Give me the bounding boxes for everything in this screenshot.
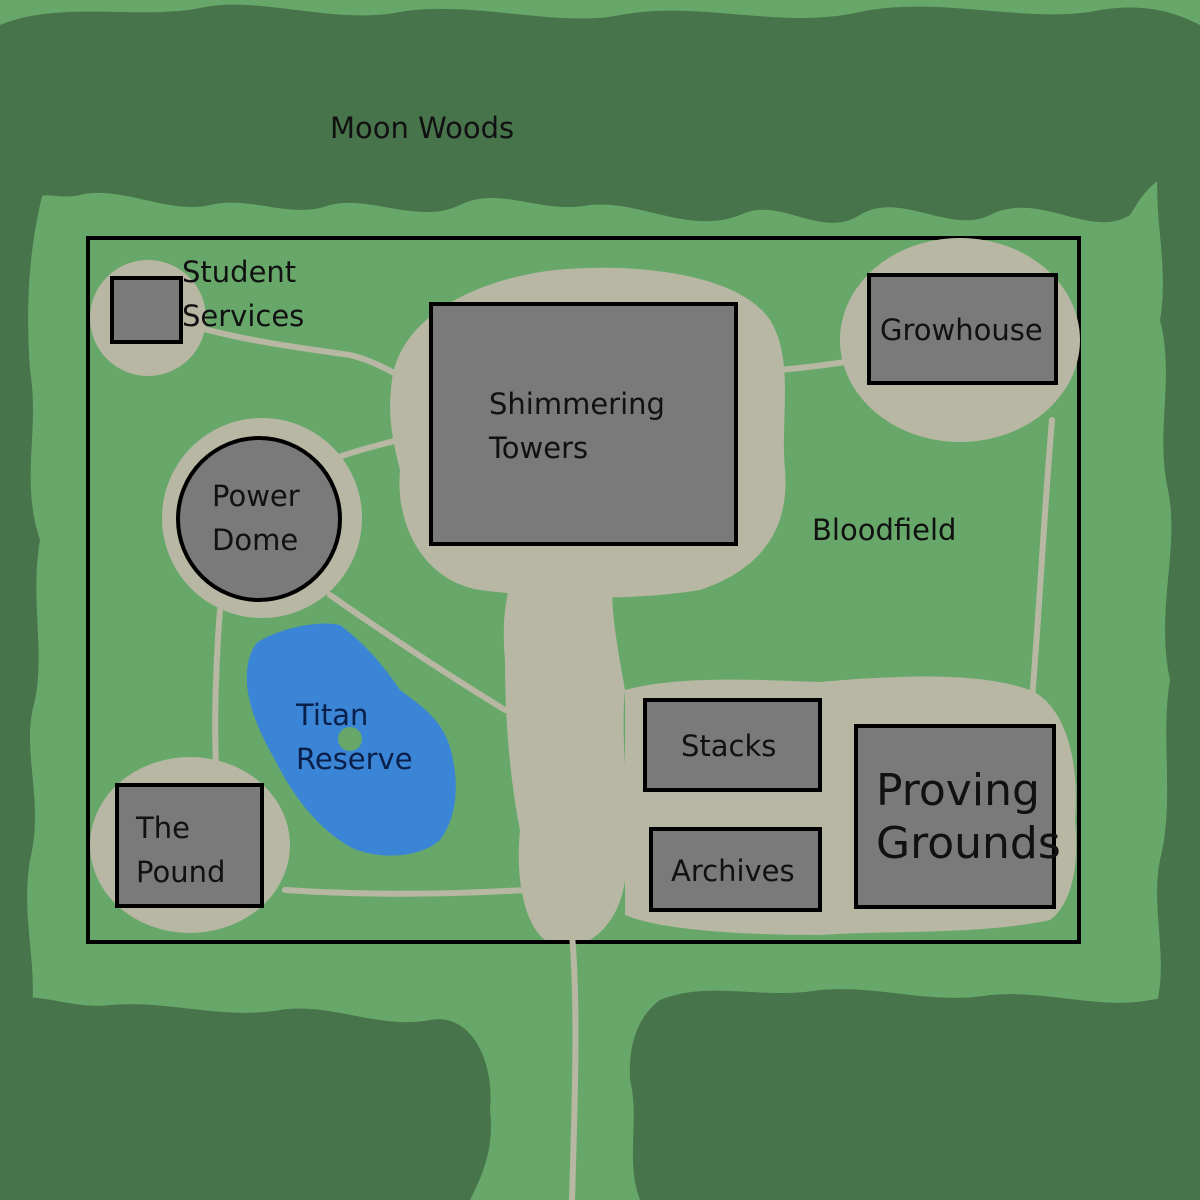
label-titan-reserve-line2: Reserve [296,742,413,776]
building-stacks[interactable] [643,698,822,792]
label-student-services-line1: Student [182,255,296,289]
paths [187,322,1055,1200]
label-student-services-line2: Services [182,299,304,333]
lake-island [338,727,362,751]
building-growhouse[interactable] [867,273,1058,385]
path-towers-growhouse [777,359,848,373]
path-services-towers [187,322,401,378]
building-shimmering-towers[interactable] [429,302,738,546]
label-power-dome-line1: Power [212,479,300,513]
forest-left [0,160,45,1040]
building-power-dome[interactable] [176,436,342,602]
building-student-services[interactable] [110,276,183,344]
label-archives: Archives [671,854,795,888]
forest-trees [0,4,1200,1200]
main-walkway [503,585,627,940]
label-student-services: Student Services [182,255,305,333]
path-dome-pound [212,607,223,768]
label-bloodfield: Bloodfield [812,513,956,547]
label-moon-woods: Moon Woods [330,111,514,145]
label-shimmering-towers-line2: Towers [488,431,588,465]
path-dome-main [327,592,508,713]
path-pound-main [282,887,528,897]
forest-top [0,4,1200,223]
label-growhouse: Growhouse [880,313,1043,347]
label-titan-reserve-line1: Titan [295,698,368,732]
label-power-dome: Power Dome [212,479,309,557]
label-titan-reserve: Titan Reserve [295,698,413,776]
label-proving-grounds-line1: Proving [876,765,1040,816]
building-archives[interactable] [649,827,822,912]
label-power-dome-line2: Dome [212,523,298,557]
label-the-pound-line2: Pound [136,855,225,889]
path-growhouse-proving [1029,417,1055,703]
buildings [110,273,1058,912]
label-shimmering-towers-line1: Shimmering [489,387,665,421]
label-proving-grounds: Proving Grounds [876,765,1061,869]
label-the-pound-line1: The [135,811,190,845]
forest-right [1155,140,1200,1060]
label-stacks: Stacks [681,729,776,763]
forest-bottom-right [629,989,1200,1200]
forest-bottom-left [0,997,491,1200]
path-south-exit [569,932,579,1200]
building-the-pound[interactable] [115,783,264,908]
label-shimmering-towers: Shimmering Towers [488,387,674,465]
label-proving-grounds-line2: Grounds [876,818,1061,869]
campus-boundary [86,236,1081,944]
label-the-pound: The Pound [135,811,225,889]
building-proving-grounds[interactable] [854,724,1056,909]
